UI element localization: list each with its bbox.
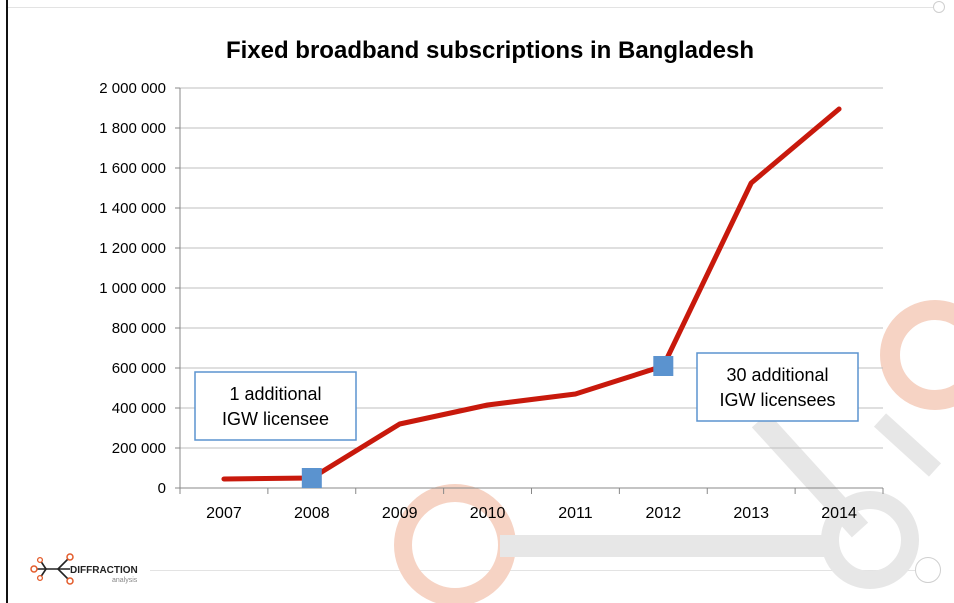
bottom-divider-end-icon	[915, 557, 941, 583]
y-tick-label: 200 000	[112, 440, 166, 457]
annotation-2008: 1 additional IGW licensee	[194, 371, 357, 441]
logo-name: DIFFRACTION	[70, 565, 138, 576]
logo-sub: analysis	[112, 577, 138, 584]
watermark-logo-icon	[394, 300, 954, 603]
y-tick-label: 1 000 000	[99, 280, 166, 297]
watermark-circle-orange-right	[880, 300, 954, 410]
bottom-divider	[150, 570, 915, 571]
y-tick-label: 2 000 000	[99, 80, 166, 97]
top-divider	[8, 7, 933, 8]
x-axis-tick-labels: 2007 2008 2009 2010 2011 2012 2013 2014	[206, 505, 857, 522]
y-axis-tick-labels: 0 200 000 400 000 600 000 800 000 1 000 000 1 …	[99, 80, 166, 497]
y-tick-label: 800 000	[112, 320, 166, 337]
x-tick-label: 2009	[382, 505, 418, 522]
x-tick-label: 2011	[558, 505, 593, 522]
diffraction-logo: DIFFRACTION analysis	[30, 553, 138, 585]
markers-group	[301, 356, 674, 488]
x-tick-label: 2007	[206, 505, 242, 522]
annotation-text: IGW licensee	[222, 409, 329, 429]
series-line	[221, 106, 842, 482]
annotation-text: 1 additional	[229, 384, 321, 404]
slide-left-border	[6, 0, 8, 603]
chart-title: Fixed broadband subscriptions in Banglad…	[226, 37, 754, 64]
y-tick-label: 1 800 000	[99, 120, 166, 137]
annotation-text: 30 additional	[726, 365, 828, 385]
annotation-box	[696, 352, 859, 422]
data-marker-2008	[301, 468, 322, 488]
top-divider-end-icon	[933, 1, 945, 13]
annotation-box	[194, 371, 357, 441]
y-tick-label: 600 000	[112, 360, 166, 377]
y-tick-label: 1 400 000	[99, 200, 166, 217]
watermark-circle-grey	[821, 491, 919, 589]
x-tick-label: 2014	[821, 505, 857, 522]
x-tick-label: 2010	[470, 505, 506, 522]
x-tick-label: 2013	[733, 505, 769, 522]
series-line-group	[221, 106, 842, 482]
y-tick-label: 0	[158, 480, 166, 497]
annotations-group: 1 additional IGW licensee 30 additional IGW…	[194, 352, 859, 441]
y-tick-label: 1 200 000	[99, 240, 166, 257]
data-marker-2012	[653, 356, 674, 376]
y-tick-label: 400 000	[112, 400, 166, 417]
x-tick-label: 2008	[294, 505, 330, 522]
annotation-2012: 30 additional IGW licensees	[696, 352, 859, 422]
x-tick-label: 2012	[646, 505, 682, 522]
grid-lines	[175, 87, 883, 489]
y-tick-label: 1 600 000	[99, 160, 166, 177]
watermark-arm	[873, 413, 942, 477]
annotation-text: IGW licensees	[719, 390, 835, 410]
diffraction-node-icon	[30, 553, 74, 585]
x-axis	[179, 88, 884, 494]
watermark-bar	[500, 535, 830, 557]
